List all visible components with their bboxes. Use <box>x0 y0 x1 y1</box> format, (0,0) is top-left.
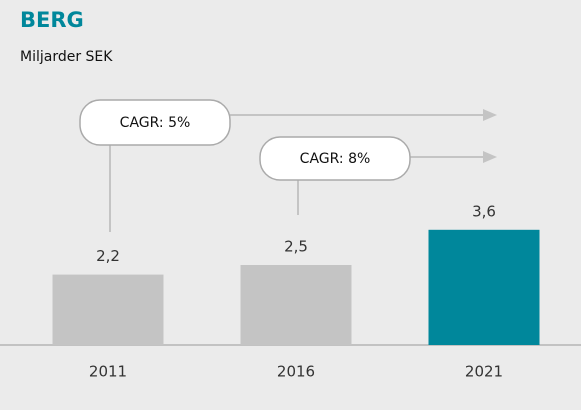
value-label: 2,5 <box>284 238 308 256</box>
value-label: 3,6 <box>472 202 496 220</box>
cagr-label: CAGR: 8% <box>300 151 371 167</box>
chart-subtitle: Miljarder SEK <box>20 49 113 65</box>
x-tick-label: 2011 <box>89 363 127 381</box>
value-label: 2,2 <box>96 247 120 265</box>
x-tick-label: 2021 <box>465 363 503 381</box>
cagr-annotation-1 <box>79 99 497 232</box>
cagr-label: CAGR: 5% <box>120 115 191 131</box>
cagr-annotation-2 <box>259 136 497 215</box>
bar <box>52 274 164 345</box>
bar <box>428 229 540 345</box>
chart-title: BERG <box>20 8 84 32</box>
x-tick-label: 2016 <box>277 363 315 381</box>
bar <box>240 265 352 345</box>
